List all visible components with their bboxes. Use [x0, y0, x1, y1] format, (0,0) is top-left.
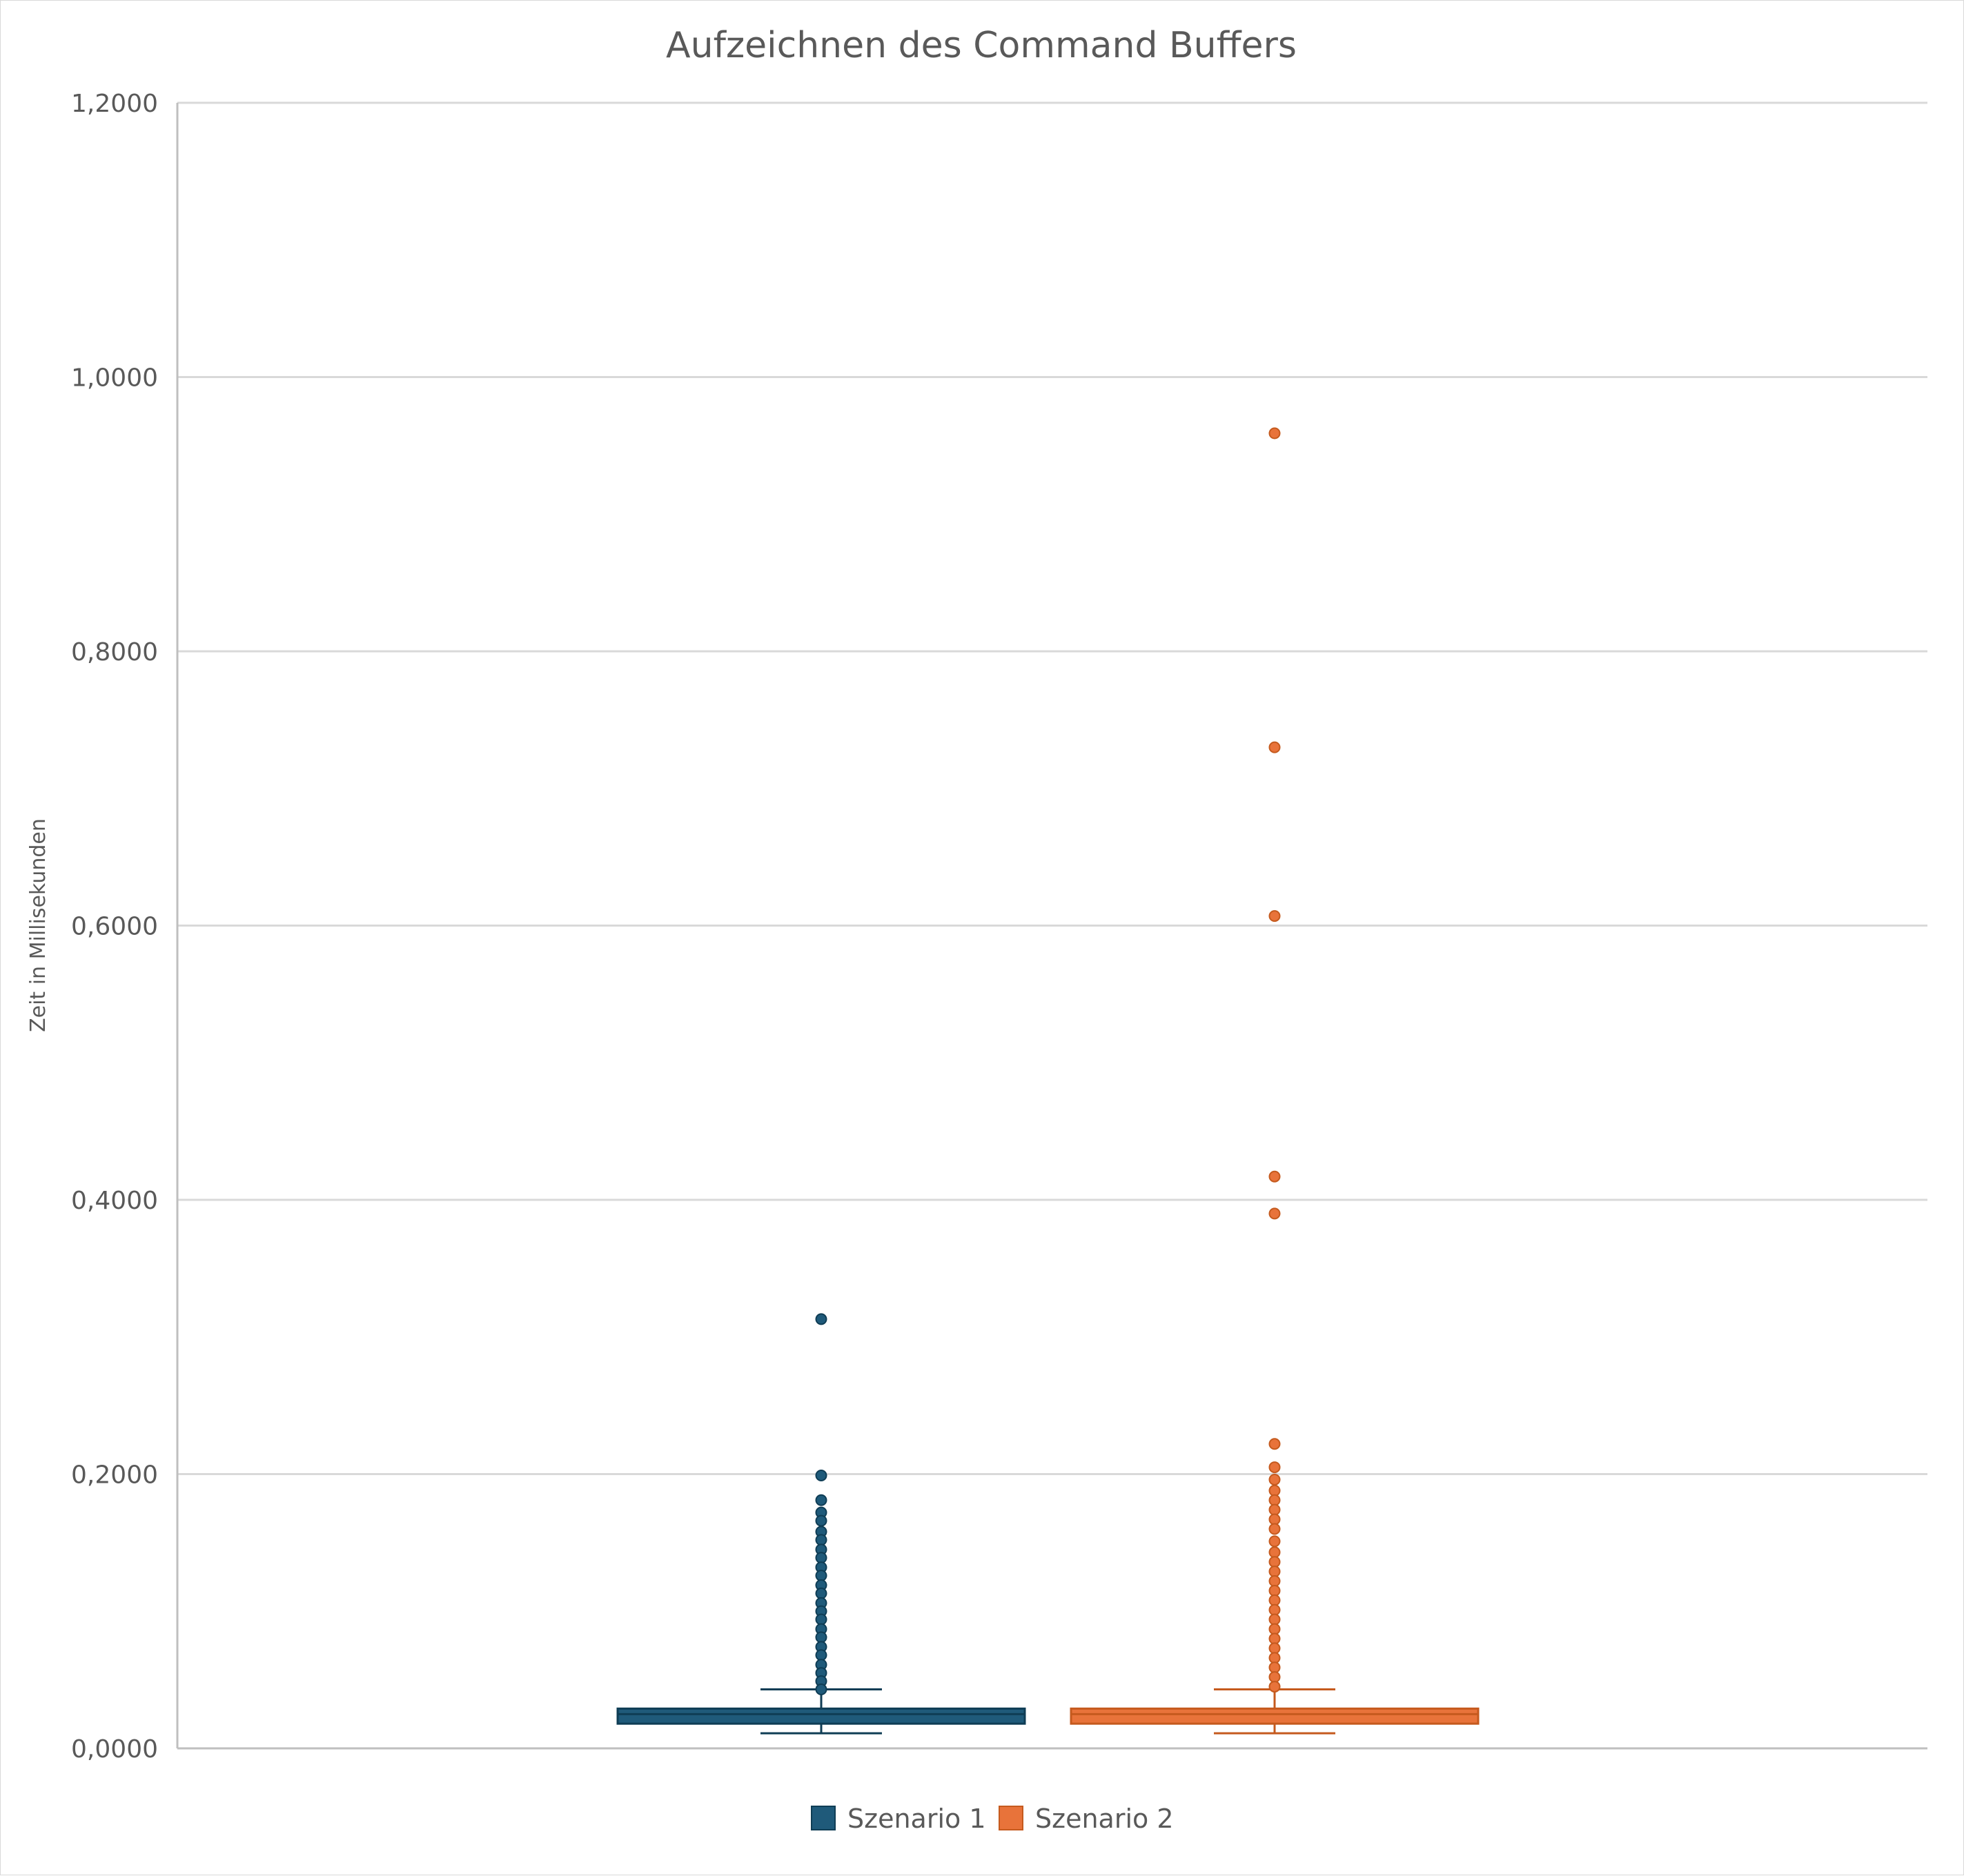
- y-tick-label: 1,2000: [71, 90, 158, 118]
- outlier-point: [815, 1514, 827, 1527]
- outlier-point: [1268, 1535, 1281, 1548]
- outlier-point: [1268, 1575, 1281, 1588]
- outlier-point: [815, 1684, 827, 1696]
- legend-item: Szenario 2: [999, 1804, 1174, 1834]
- legend-swatch: [999, 1806, 1023, 1830]
- outlier-point: [815, 1649, 827, 1661]
- outlier-point: [1268, 1503, 1281, 1516]
- box: [616, 1707, 1026, 1725]
- outlier-point: [1268, 1170, 1281, 1183]
- box-plots: [616, 427, 1480, 1735]
- outlier-point: [1268, 1671, 1281, 1684]
- y-tick-label: 0,4000: [71, 1187, 158, 1215]
- legend-label: Szenario 1: [847, 1804, 986, 1834]
- outlier-point: [1268, 1652, 1281, 1664]
- outlier-point: [1268, 1546, 1281, 1559]
- y-tick-label: 0,0000: [71, 1735, 158, 1764]
- outlier-point: [815, 1313, 827, 1325]
- outlier-point: [1268, 1623, 1281, 1635]
- outlier-point: [815, 1613, 827, 1626]
- outlier-point: [815, 1534, 827, 1546]
- outlier-point: [1268, 1566, 1281, 1578]
- outlier-point: [1268, 1556, 1281, 1568]
- outlier-point: [1268, 1207, 1281, 1220]
- legend-label: Szenario 2: [1035, 1804, 1174, 1834]
- legend-swatch: [811, 1806, 836, 1830]
- outlier-point: [815, 1570, 827, 1582]
- outlier-point: [1268, 1523, 1281, 1535]
- outlier-point: [1268, 1681, 1281, 1693]
- outlier-point: [1268, 741, 1281, 753]
- outlier-point: [815, 1494, 827, 1506]
- outlier-point: [1268, 1513, 1281, 1526]
- y-tick-label: 0,6000: [71, 913, 158, 941]
- box-series-2: [1070, 427, 1480, 1735]
- outlier-point: [1268, 1473, 1281, 1485]
- outlier-point: [1268, 1484, 1281, 1497]
- box-series-1: [616, 1313, 1026, 1735]
- outlier-point: [1268, 1661, 1281, 1674]
- outlier-point: [1268, 427, 1281, 440]
- y-axis-ticks: 0,0000 0,2000 0,4000 0,6000 0,8000 1,0000 1,20…: [71, 90, 158, 1764]
- outlier-point: [1268, 1642, 1281, 1655]
- outlier-point: [1268, 1494, 1281, 1506]
- outlier-point: [1268, 1613, 1281, 1626]
- box: [1070, 1707, 1480, 1725]
- gridlines: [176, 101, 1927, 1750]
- outlier-point: [815, 1631, 827, 1643]
- legend-item: Szenario 1: [811, 1804, 986, 1834]
- outlier-point: [1268, 910, 1281, 922]
- outlier-point: [1268, 1603, 1281, 1616]
- outlier-point: [1268, 1438, 1281, 1450]
- outlier-point: [815, 1552, 827, 1564]
- y-axis-label: Zeit in Millisekunden: [26, 818, 50, 1032]
- outlier-point: [1268, 1594, 1281, 1606]
- y-tick-label: 0,2000: [71, 1461, 158, 1490]
- outlier-point: [1268, 1632, 1281, 1645]
- outlier-point: [815, 1587, 827, 1599]
- chart-title: Aufzeichnen des Command Buffers: [666, 25, 1297, 66]
- y-tick-label: 1,0000: [71, 364, 158, 393]
- y-tick-label: 0,8000: [71, 638, 158, 667]
- outlier-point: [815, 1469, 827, 1481]
- outlier-point: [1268, 1461, 1281, 1474]
- legend: Szenario 1 Szenario 2: [811, 1804, 1174, 1834]
- outlier-point: [1268, 1584, 1281, 1597]
